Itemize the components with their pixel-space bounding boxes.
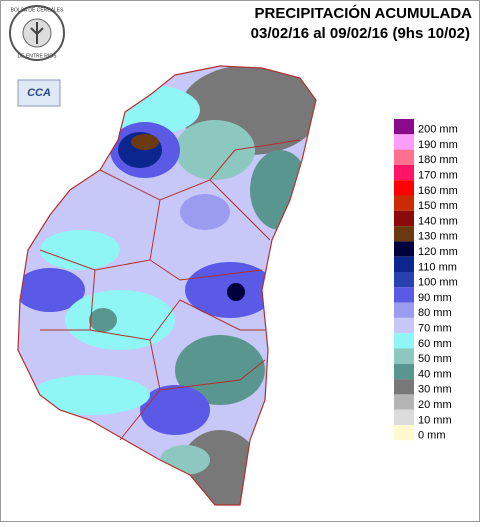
legend-label: 10 mm xyxy=(418,414,452,426)
zone xyxy=(175,335,265,405)
zone xyxy=(140,385,210,435)
legend: 200 mm 190 mm 180 mm 170 mm 160 mm 150 mm 140 … xyxy=(394,119,458,442)
legend-label: 130 mm xyxy=(418,231,458,243)
legend-swatch xyxy=(394,317,414,334)
legend-swatch xyxy=(394,164,414,181)
badge xyxy=(17,79,61,107)
legend-label: 120 mm xyxy=(418,246,458,258)
legend-label: 190 mm xyxy=(418,139,458,151)
legend-swatch xyxy=(394,256,414,272)
legend-swatch xyxy=(394,180,414,196)
legend-label: 150 mm xyxy=(418,200,458,212)
legend-swatch xyxy=(394,149,414,165)
zone xyxy=(30,375,150,415)
legend-swatch xyxy=(394,302,414,318)
logo-top: BOLSA DE CEREALES xyxy=(11,7,64,13)
legend-label: 50 mm xyxy=(418,353,452,365)
legend-label: 110 mm xyxy=(418,261,457,273)
badge-text: CCA xyxy=(27,87,51,99)
logo-wheat xyxy=(30,22,44,44)
zone xyxy=(89,308,117,332)
legend-swatch xyxy=(394,241,414,257)
zone xyxy=(180,194,230,230)
legend-swatch xyxy=(394,348,414,364)
legend-swatch xyxy=(394,409,414,425)
legend-swatch xyxy=(394,287,414,303)
zone xyxy=(227,283,245,301)
legend-swatch xyxy=(394,226,414,242)
department-borders xyxy=(39,139,301,441)
legend-label: 30 mm xyxy=(418,384,452,396)
legend-swatch xyxy=(394,134,414,150)
legend-label: 200 mm xyxy=(418,124,458,136)
logo: BOLSA DE CEREALES DE ENTRE RIOS xyxy=(9,5,65,61)
legend-label: 20 mm xyxy=(418,399,452,411)
legend-swatch xyxy=(394,195,414,211)
zone xyxy=(18,268,85,312)
legend-swatch xyxy=(394,333,414,349)
legend-label: 70 mm xyxy=(418,322,452,334)
legend-label: 0 mm xyxy=(418,430,446,442)
legend-label: 180 mm xyxy=(418,154,458,166)
legend-swatch xyxy=(394,272,414,288)
legend-swatch xyxy=(394,425,414,441)
legend-label: 80 mm xyxy=(418,307,452,319)
legend-swatch xyxy=(394,119,414,135)
legend-label: 40 mm xyxy=(418,368,452,380)
legend-swatch xyxy=(394,363,414,380)
legend-swatch xyxy=(394,210,414,227)
legend-label: 160 mm xyxy=(418,185,458,197)
legend-label: 90 mm xyxy=(418,292,452,304)
legend-swatch xyxy=(394,394,414,410)
legend-label: 140 mm xyxy=(418,215,458,227)
legend-swatch xyxy=(394,379,414,395)
title: PRECIPITACIÓN ACUMULADA xyxy=(255,4,473,22)
legend-label: 100 mm xyxy=(418,277,458,289)
logo-bottom: DE ENTRE RIOS xyxy=(18,53,58,59)
zone xyxy=(40,230,120,270)
zone xyxy=(175,120,255,180)
subtitle: 03/02/16 al 09/02/16 (9hs 10/02) xyxy=(251,25,470,42)
legend-label: 170 mm xyxy=(418,169,458,181)
legend-label: 60 mm xyxy=(418,338,452,350)
zone xyxy=(65,290,175,350)
zone xyxy=(131,134,159,150)
